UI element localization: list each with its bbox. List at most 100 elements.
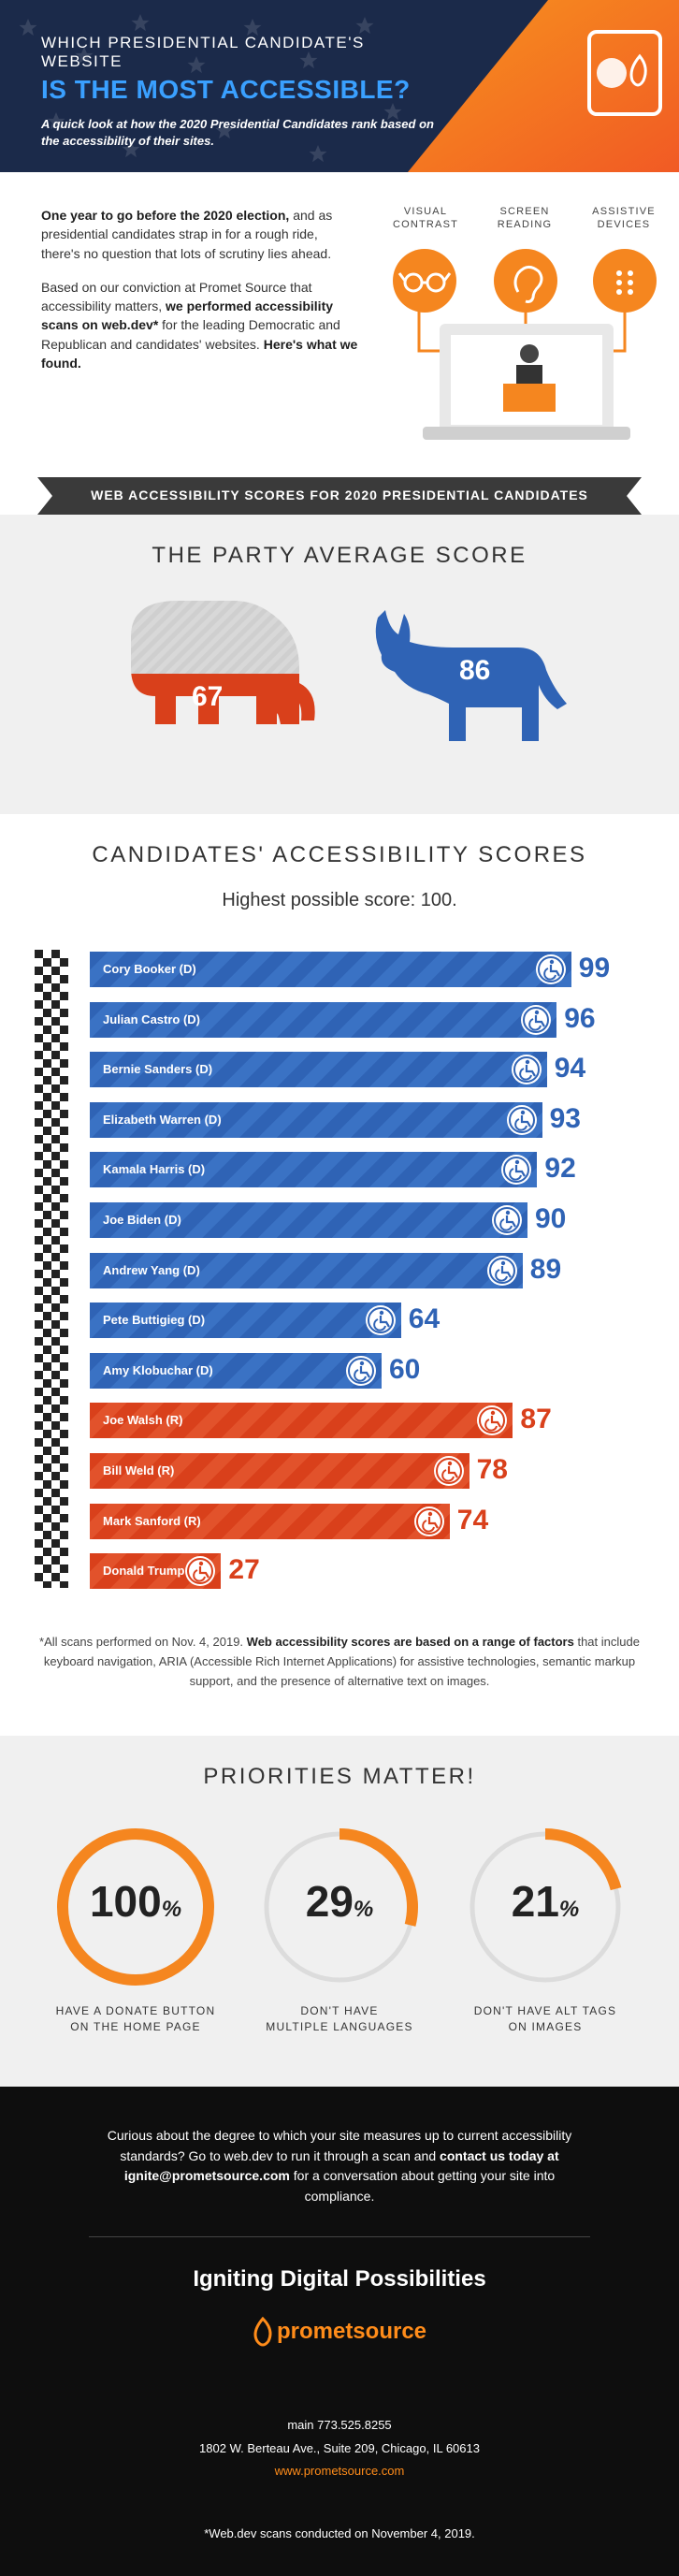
speaker-person-icon [520, 344, 539, 363]
glasses-icon [397, 272, 452, 293]
header-text: WHICH PRESIDENTIAL CANDIDATE'S WEBSITE I… [41, 34, 434, 149]
intro-section: One year to go before the 2020 election,… [0, 172, 679, 444]
candidate-score: 93 [549, 1102, 581, 1134]
wheelchair-icon [501, 1155, 532, 1186]
footer-tagline: Igniting Digital Possibilities [193, 2266, 486, 2292]
footer-cta: Curious about the degree to which your s… [103, 2126, 576, 2207]
scores-banner: WEB ACCESSIBILITY SCORES FOR 2020 PRESID… [0, 477, 679, 515]
candidate-bar-fill [90, 1453, 470, 1489]
candidate-score: 92 [544, 1153, 576, 1185]
header: WHICH PRESIDENTIAL CANDIDATE'S WEBSITE I… [0, 0, 679, 172]
priorities-title: PRIORITIES MATTER! [203, 1764, 476, 1789]
candidate-bar-fill [90, 1152, 538, 1188]
candidate-score: 94 [554, 1053, 586, 1084]
priority-percent: 29% [305, 1877, 374, 1926]
priority-label: DON'T HAVE ALT TAGS ON IMAGES [473, 2004, 617, 2033]
candidate-score: 89 [529, 1253, 562, 1285]
candidate-bar: Julian Castro (D) 96 [90, 1001, 670, 1038]
candidate-bar: Mark Sanford (R) 74 [90, 1503, 670, 1539]
keypad-icon-bg [593, 249, 657, 313]
candidate-bar-fill [90, 1252, 523, 1288]
candidate-bar-fill [90, 1001, 557, 1038]
cta-end: for a conversation about getting your si… [289, 2168, 556, 2205]
footnote: *All scans performed on Nov. 4, 2019. We… [37, 1633, 642, 1691]
priority-percent: 21% [511, 1877, 580, 1926]
tablet-icon [587, 30, 662, 116]
wheelchair-icon [185, 1556, 216, 1587]
header-subtitle: A quick look at how the 2020 Presidentia… [41, 117, 434, 148]
footer-divider [89, 2236, 590, 2237]
candidate-bar-fill [90, 1303, 401, 1339]
candidate-bar: Andrew Yang (D) 89 [90, 1252, 670, 1288]
candidate-name: Bernie Sanders (D) [103, 1062, 213, 1077]
party-average-section: THE PARTY AVERAGE SCORE 67 86 [0, 515, 679, 814]
candidate-bar: Bill Weld (R) 78 [90, 1453, 670, 1489]
hearing-icon [513, 266, 543, 303]
candidate-score: 64 [408, 1303, 441, 1335]
candidate-name: Amy Klobuchar (D) [103, 1362, 213, 1377]
keypad-icon [616, 270, 633, 295]
assistive-devices-label: ASSISTIVE DEVICES [592, 206, 656, 230]
candidate-score: 78 [476, 1454, 508, 1485]
candidate-bar: Amy Klobuchar (D) 60 [90, 1352, 670, 1389]
header-kicker: WHICH PRESIDENTIAL CANDIDATE'S WEBSITE [41, 34, 365, 70]
intro-p2-bold2: Here's what we found. [41, 336, 358, 371]
priority-percent: 100% [89, 1877, 182, 1926]
icons-illustration [393, 249, 657, 440]
candidate-name: Joe Biden (D) [103, 1213, 181, 1227]
candidate-name: Elizabeth Warren (D) [103, 1112, 222, 1127]
candidate-score: 99 [578, 953, 611, 983]
flame-icon [629, 53, 647, 87]
wheelchair-icon [477, 1405, 508, 1436]
wheelchair-icon [433, 1456, 464, 1486]
candidates-title: CANDIDATES' ACCESSIBILITY SCORES [92, 842, 587, 867]
candidate-score: 90 [535, 1203, 567, 1234]
candidate-bar-fill [90, 1202, 527, 1238]
footer: Curious about the degree to which your s… [0, 2087, 679, 2576]
party-mascots [131, 601, 567, 741]
candidate-bar-fill [90, 952, 571, 987]
candidate-bar-fill [90, 1352, 382, 1389]
footer-scan-note: *Web.dev scans conducted on November 4, … [204, 2526, 475, 2540]
footer-url[interactable]: www.prometsource.com [274, 2464, 405, 2479]
wheelchair-icon [521, 1004, 552, 1035]
elephant-icon [131, 601, 315, 724]
header-accent [408, 0, 679, 172]
candidates-subtitle: Highest possible score: 100. [222, 890, 457, 910]
intro-p1-rest: and as presidential candidates strap in … [41, 208, 333, 261]
candidate-bar: Bernie Sanders (D) 94 [90, 1052, 670, 1088]
candidate-score: 60 [389, 1353, 421, 1385]
footer-contact: main 773.525.8255 1802 W. Berteau Ave., … [0, 2414, 679, 2483]
wheelchair-icon [506, 1104, 537, 1135]
candidate-bar: Elizabeth Warren (D) 93 [90, 1101, 670, 1138]
cta-start: Curious about the degree to which your s… [107, 2128, 572, 2163]
party-average-title: THE PARTY AVERAGE SCORE [152, 543, 527, 568]
promet-logo[interactable]: prometsource [0, 2316, 679, 2347]
candidate-score: 27 [228, 1554, 260, 1586]
glasses-icon-bg [393, 249, 456, 313]
visual-contrast-label: VISUAL CONTRAST [392, 206, 459, 230]
intro-p2-start: Based on our conviction at Promet Source… [41, 279, 312, 314]
wheelchair-icon [365, 1305, 396, 1336]
footnote-start: *All scans performed on Nov. 4, 2019. [39, 1635, 247, 1649]
footnote-bold: Web accessibility scores are based on a … [246, 1635, 574, 1649]
candidate-bar: Kamala Harris (D) 92 [90, 1152, 670, 1188]
accessibility-icons: VISUAL CONTRAST SCREEN READING ASSISTIVE… [385, 206, 666, 444]
intro-p2-bold: we performed accessibility scans on web.… [41, 298, 334, 333]
priority-donut: 29% [260, 1827, 419, 1987]
flame-logo-icon [253, 2316, 272, 2347]
priority-donut: 100% [56, 1827, 215, 1987]
checkered-flag-strip [35, 950, 68, 1588]
logo-text: prometsource [276, 2319, 427, 2344]
priority-donut: 21% [466, 1827, 625, 1987]
priority-label: HAVE A DONATE BUTTON ON THE HOME PAGE [55, 2004, 216, 2033]
candidate-name: Andrew Yang (D) [103, 1262, 200, 1277]
candidate-name: Kamala Harris (D) [103, 1162, 206, 1177]
scores-banner-text: WEB ACCESSIBILITY SCORES FOR 2020 PRESID… [91, 488, 588, 502]
intro-copy: One year to go before the 2020 election,… [41, 206, 359, 372]
intro-paragraph-2: Based on our conviction at Promet Source… [41, 278, 359, 372]
cta-contact-link[interactable]: contact us today at ignite@prometsource.… [123, 2147, 559, 2184]
screen-reading-label: SCREEN READING [497, 206, 553, 230]
podium-icon [503, 384, 556, 412]
wheelchair-icon [413, 1506, 444, 1536]
